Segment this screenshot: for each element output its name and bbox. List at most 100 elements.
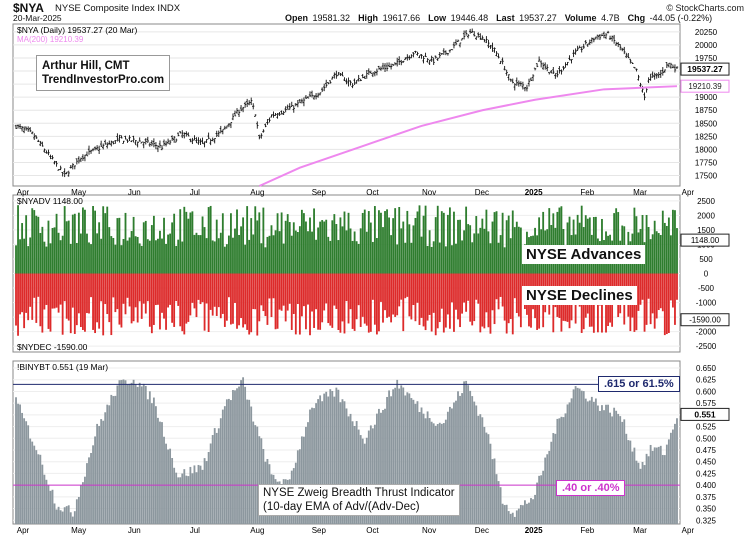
declines-bar bbox=[232, 273, 234, 324]
zbt-bar bbox=[481, 417, 484, 524]
advances-bar bbox=[347, 212, 350, 274]
zbt-bar bbox=[88, 457, 90, 524]
breadth-tick-label: -1000 bbox=[696, 299, 717, 308]
declines-bar bbox=[572, 273, 575, 298]
declines-bar bbox=[142, 273, 145, 304]
advances-bar bbox=[396, 244, 399, 274]
declines-bar bbox=[120, 273, 123, 328]
declines-bar bbox=[363, 273, 366, 324]
declines-bar bbox=[426, 273, 429, 321]
zbt-bar bbox=[459, 395, 461, 524]
zbt-bar bbox=[355, 421, 358, 524]
declines-bar bbox=[187, 273, 190, 322]
declines-bar bbox=[242, 273, 245, 328]
declines-bar bbox=[497, 273, 500, 310]
advances-bar bbox=[57, 232, 60, 274]
advances-bar bbox=[175, 245, 178, 274]
advances-bar bbox=[519, 227, 522, 274]
month-label-top: Aug bbox=[250, 188, 264, 197]
declines-bar bbox=[47, 273, 50, 329]
zbt-bar bbox=[361, 438, 364, 524]
ohlc-chg: Chg -44.05 (-0.22%) bbox=[627, 13, 713, 23]
zbt-bar bbox=[134, 384, 137, 524]
declines-bar bbox=[203, 273, 206, 331]
zbt-bar bbox=[248, 399, 251, 524]
zbt-bar bbox=[501, 503, 504, 524]
zbt-bar bbox=[339, 402, 342, 524]
zbt-bar bbox=[649, 444, 652, 524]
advances-bar bbox=[203, 227, 206, 274]
zbt-bar bbox=[240, 380, 242, 524]
advances-bar bbox=[479, 227, 482, 274]
zbt-bar bbox=[179, 477, 182, 524]
advances-bar bbox=[365, 231, 368, 274]
declines-bar bbox=[639, 273, 642, 305]
advances-bar bbox=[209, 205, 212, 274]
month-label-bottom: Dec bbox=[475, 526, 489, 535]
last-zbt-label: 0.551 bbox=[694, 409, 716, 419]
advances-bar bbox=[25, 215, 28, 274]
zbt-bar bbox=[55, 509, 58, 524]
declines-bar bbox=[343, 273, 346, 334]
zbt-bar bbox=[201, 469, 204, 524]
advances-bar bbox=[47, 220, 50, 274]
advances-bar bbox=[282, 243, 285, 274]
chart-date: 20-Mar-2025 bbox=[13, 13, 62, 23]
zbt-bar bbox=[29, 438, 32, 524]
advances-legend: $NYADV 1148.00 bbox=[17, 196, 83, 206]
zbt-bar bbox=[471, 396, 474, 524]
zbt-bar bbox=[615, 410, 618, 524]
zbt-bar bbox=[124, 380, 127, 524]
declines-bar bbox=[199, 273, 202, 305]
advances-bar bbox=[86, 233, 88, 274]
declines-bar bbox=[126, 273, 129, 298]
declines-bar bbox=[17, 273, 19, 336]
advances-bar bbox=[270, 225, 273, 274]
declines-bar bbox=[189, 273, 192, 316]
price-tick-label: 20250 bbox=[695, 28, 718, 37]
zbt-bar bbox=[82, 482, 84, 524]
zbt-bar bbox=[260, 438, 263, 524]
zbt-bar bbox=[213, 428, 216, 524]
zbt-bar bbox=[672, 429, 674, 524]
advances-bar bbox=[319, 221, 322, 274]
zbt-bar bbox=[511, 512, 514, 524]
advances-bar bbox=[380, 212, 382, 274]
zbt-bar bbox=[645, 453, 648, 524]
advances-bar bbox=[402, 221, 405, 274]
zbt-bar bbox=[132, 379, 135, 524]
advances-bar bbox=[19, 239, 21, 274]
zbt-bar bbox=[244, 386, 247, 524]
advances-bar bbox=[120, 245, 123, 274]
zbt-bar bbox=[321, 401, 324, 524]
declines-bar bbox=[155, 273, 157, 306]
declines-bar bbox=[422, 273, 425, 327]
advances-bar bbox=[674, 210, 676, 274]
zbt-bar bbox=[526, 503, 528, 524]
zbt-bar bbox=[307, 422, 309, 524]
declines-bar bbox=[347, 273, 350, 324]
zbt-bar bbox=[473, 401, 476, 524]
declines-bar bbox=[485, 273, 488, 313]
declines-bar bbox=[96, 273, 99, 323]
advances-bar bbox=[240, 226, 242, 274]
zbt-bar bbox=[300, 436, 303, 524]
zbt-bar bbox=[491, 459, 494, 524]
zbt-bar bbox=[422, 413, 425, 524]
zbt-bar bbox=[641, 461, 644, 524]
zbt-bar bbox=[17, 403, 19, 524]
last-ma-label: 19210.39 bbox=[688, 82, 722, 91]
zbt-bar bbox=[532, 499, 534, 524]
month-label-top: Sep bbox=[312, 188, 327, 197]
advances-bar bbox=[495, 211, 498, 274]
declines-bar bbox=[67, 273, 70, 321]
declines-bar bbox=[284, 273, 287, 322]
zbt-bar bbox=[509, 513, 512, 524]
advances-bar bbox=[104, 213, 107, 274]
advances-bar bbox=[152, 215, 155, 274]
zbt-bar bbox=[607, 404, 609, 524]
zbt-bar bbox=[108, 405, 111, 524]
advances-bar bbox=[252, 234, 255, 274]
declines-bar bbox=[294, 273, 297, 335]
advances-bar bbox=[309, 217, 311, 274]
